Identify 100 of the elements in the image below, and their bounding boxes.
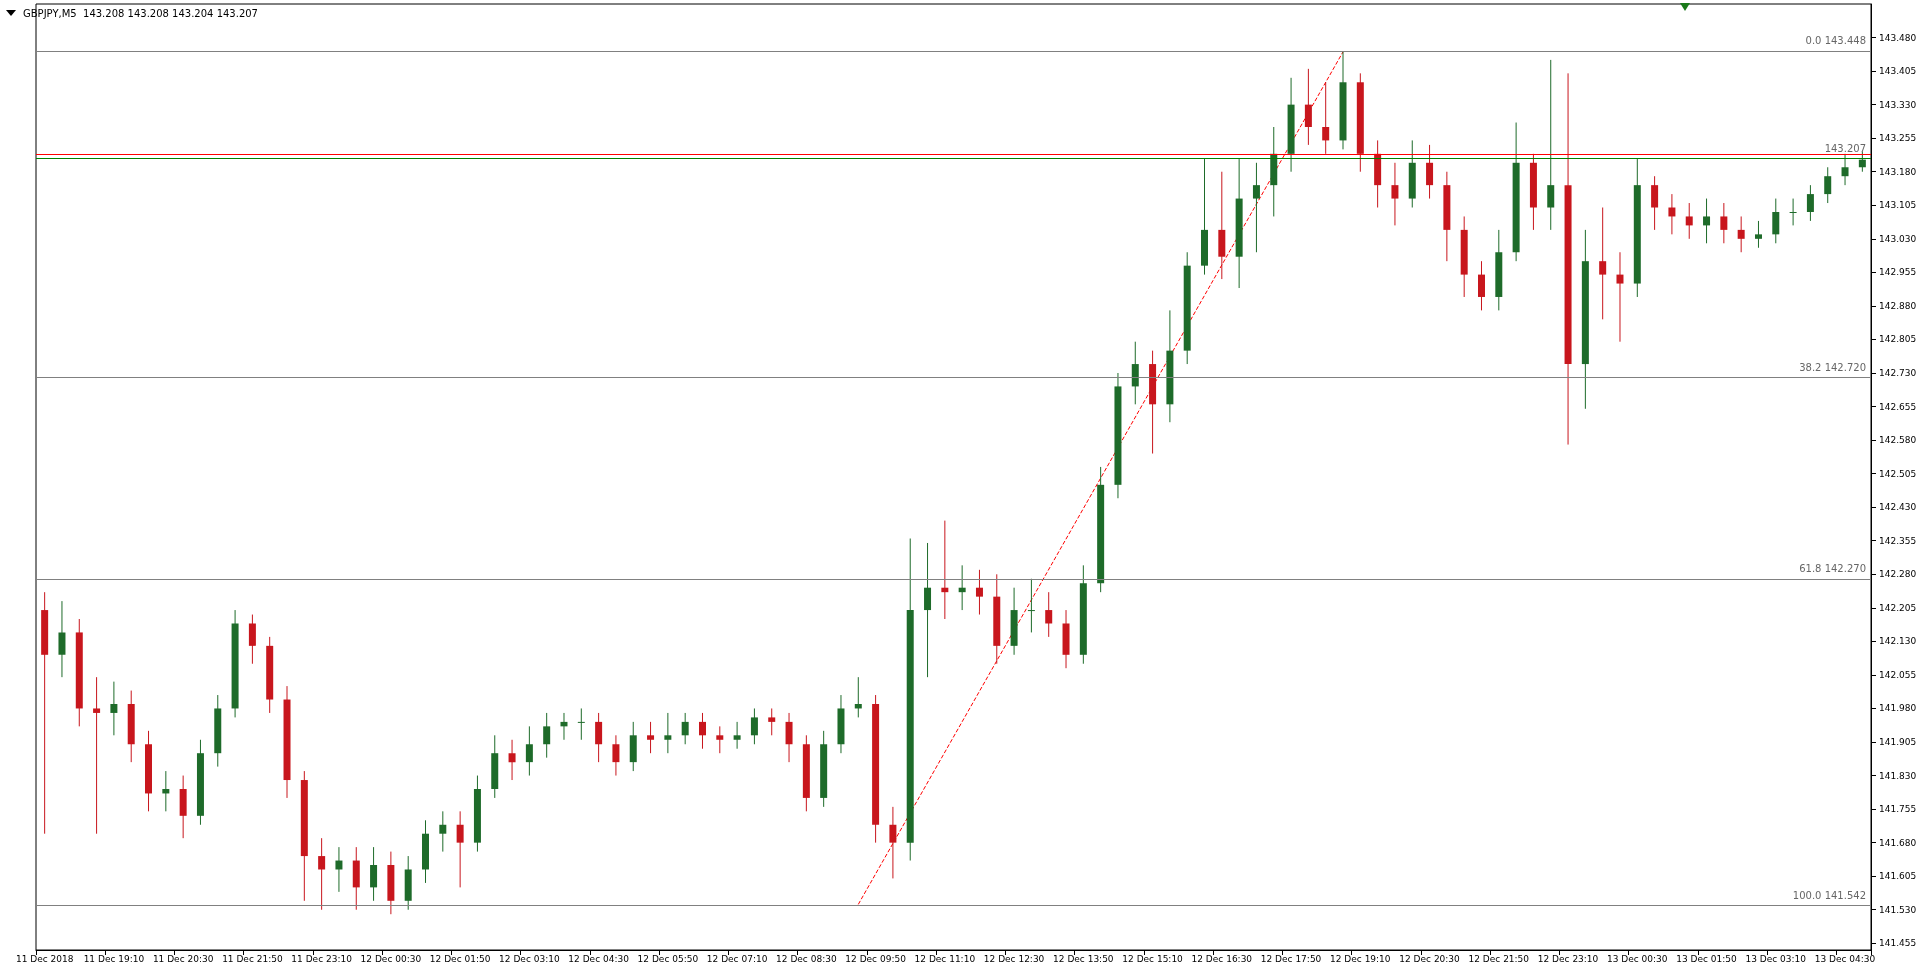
candlestick (370, 846, 378, 902)
candlestick (1252, 162, 1260, 253)
x-tick-label: 12 Dec 12:30 (983, 953, 1045, 964)
ref-line-label: 38.2 142.720 (1799, 361, 1866, 373)
candlestick (508, 739, 516, 781)
candlestick (768, 707, 776, 736)
x-tick-label: 12 Dec 07:10 (706, 953, 768, 964)
candlestick (248, 614, 256, 665)
y-tick-label: 142.505 (1879, 468, 1917, 479)
candlestick (543, 712, 551, 759)
x-tick-label: 12 Dec 16:30 (1191, 953, 1253, 964)
y-tick-label: 143.480 (1879, 32, 1917, 43)
y-tick-label: 141.830 (1879, 770, 1917, 781)
x-tick-label: 12 Dec 05:50 (637, 953, 699, 964)
candlestick (681, 712, 689, 745)
candlestick (1720, 202, 1728, 244)
candlestick (612, 734, 620, 777)
y-tick-label: 143.255 (1879, 133, 1917, 144)
y-tick-label: 141.455 (1879, 938, 1917, 949)
x-tick-label: 12 Dec 17:50 (1260, 953, 1322, 964)
x-tick-label: 12 Dec 04:30 (568, 953, 630, 964)
candlestick (1824, 166, 1832, 204)
x-tick-label: 12 Dec 11:10 (914, 953, 976, 964)
ref-line-label: 100.0 141.542 (1792, 889, 1866, 901)
candlestick (1858, 151, 1866, 173)
candlestick (1027, 578, 1035, 633)
x-tick-label: 12 Dec 00:30 (360, 953, 422, 964)
y-tick-label: 141.755 (1879, 804, 1917, 815)
candlestick (1806, 184, 1814, 222)
x-tick-label: 12 Dec 01:50 (429, 953, 491, 964)
x-tick-label: 12 Dec 20:30 (1399, 953, 1461, 964)
candlestick (647, 721, 655, 754)
candlestick (958, 564, 966, 611)
y-tick-label: 141.680 (1879, 837, 1917, 848)
candlestick (439, 810, 447, 853)
candlestick (854, 676, 862, 718)
candlestick (785, 712, 793, 763)
x-tick-label: 11 Dec 23:10 (291, 953, 353, 964)
x-tick-label: 12 Dec 13:50 (1053, 953, 1114, 964)
candlestick (975, 569, 983, 616)
candlestick (733, 721, 741, 750)
ref-line-label: 61.8 142.270 (1799, 563, 1866, 575)
y-tick-label: 141.980 (1879, 703, 1917, 714)
y-tick-label: 141.605 (1879, 871, 1917, 882)
x-tick-label: 13 Dec 00:30 (1607, 953, 1668, 964)
candlestick (1478, 260, 1485, 311)
y-tick-label: 142.055 (1879, 669, 1917, 680)
y-tick-label: 141.905 (1879, 737, 1917, 748)
candlestick (560, 712, 568, 741)
x-tick-label: 12 Dec 21:50 (1468, 953, 1530, 964)
candlestick (924, 542, 932, 678)
ref-line-label: 143.207 (1824, 142, 1866, 154)
candlestick (1754, 220, 1762, 249)
y-tick-label: 143.405 (1879, 66, 1917, 77)
chart-title: GBPJPY,M5 143.208 143.208 143.204 143.207 (23, 7, 258, 19)
candlestick (318, 837, 326, 911)
candlestick (1651, 175, 1659, 231)
candlestick (1131, 341, 1139, 405)
candlestick (698, 712, 706, 750)
x-tick-label: 13 Dec 01:50 (1676, 953, 1738, 964)
candlestick (93, 676, 101, 835)
y-tick-label: 142.580 (1879, 435, 1917, 446)
candlestick (1841, 153, 1849, 186)
x-tick-label: 12 Dec 15:10 (1122, 953, 1184, 964)
x-tick-label: 12 Dec 08:30 (776, 953, 837, 964)
y-tick-label: 142.205 (1879, 602, 1917, 613)
y-tick-label: 142.955 (1879, 267, 1917, 278)
x-tick-label: 12 Dec 19:10 (1330, 953, 1391, 964)
y-tick-label: 142.430 (1879, 502, 1917, 513)
candlestick (889, 806, 897, 879)
x-tick-label: 11 Dec 2018 (15, 953, 74, 964)
candlestick (1547, 59, 1555, 231)
candlestick (1616, 251, 1624, 343)
candlestick (1426, 144, 1434, 200)
y-tick-label: 143.105 (1879, 200, 1917, 211)
candlestick (1789, 198, 1797, 226)
candlestick (162, 770, 170, 812)
y-tick-label: 142.355 (1879, 535, 1917, 546)
x-tick-label: 13 Dec 03:10 (1745, 953, 1807, 964)
candlestick (1304, 68, 1312, 146)
candlestick (1391, 162, 1399, 226)
candlestick (110, 681, 118, 736)
candlestick (1685, 202, 1693, 240)
y-tick-label: 142.730 (1879, 368, 1917, 379)
x-tick-label: 12 Dec 03:10 (499, 953, 560, 964)
y-tick-label: 142.880 (1879, 300, 1917, 311)
y-tick-label: 142.655 (1879, 401, 1917, 412)
candlestick (1703, 198, 1711, 244)
candlestick (750, 707, 758, 745)
y-tick-label: 142.130 (1879, 636, 1917, 647)
candlestick (716, 725, 724, 754)
x-tick-label: 11 Dec 20:30 (152, 953, 214, 964)
candlestick (1322, 81, 1330, 155)
x-tick-label: 12 Dec 23:10 (1537, 953, 1599, 964)
x-tick-label: 11 Dec 21:50 (222, 953, 283, 964)
candlestick (525, 725, 533, 777)
candlestick (577, 707, 585, 741)
candlestick (941, 520, 949, 620)
candlestick (1737, 215, 1745, 253)
candlestick (595, 712, 603, 763)
